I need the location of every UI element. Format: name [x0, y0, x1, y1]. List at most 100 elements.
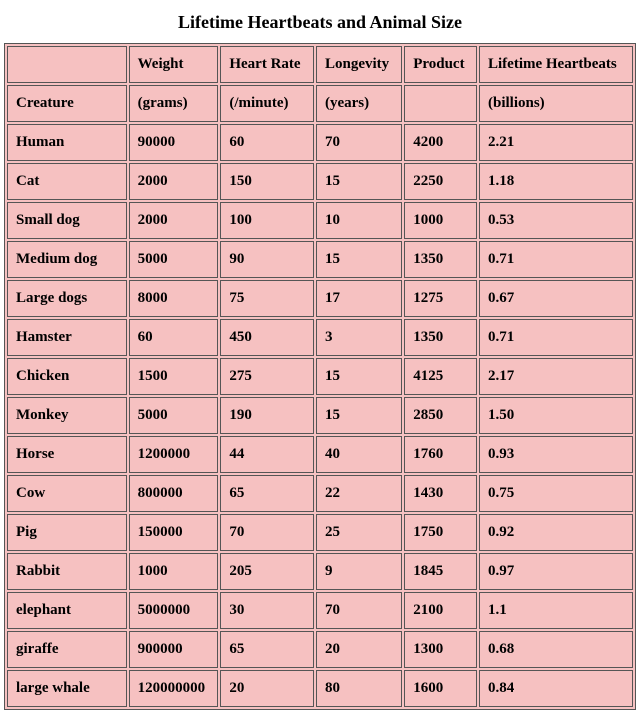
table-cell: 15	[316, 397, 402, 434]
table-row: Horse1200000444017600.93	[7, 436, 633, 473]
table-cell: 1000	[129, 553, 219, 590]
table-cell: 1350	[404, 319, 477, 356]
table-cell: 0.67	[479, 280, 633, 317]
table-cell: 800000	[129, 475, 219, 512]
table-cell: 1.1	[479, 592, 633, 629]
col-header-lifetime: Lifetime Heartbeats	[479, 46, 633, 83]
table-row: Cow800000652214300.75	[7, 475, 633, 512]
table-cell: elephant	[7, 592, 127, 629]
table-cell: 3	[316, 319, 402, 356]
table-cell: 17	[316, 280, 402, 317]
col-header-longevity: Longevity	[316, 46, 402, 83]
table-cell: 40	[316, 436, 402, 473]
table-cell: Hamster	[7, 319, 127, 356]
table-cell: 0.75	[479, 475, 633, 512]
table-cell: 120000000	[129, 670, 219, 707]
table-row: elephant5000000307021001.1	[7, 592, 633, 629]
table-cell: Human	[7, 124, 127, 161]
table-cell: 1.18	[479, 163, 633, 200]
table-row: Medium dog5000901513500.71	[7, 241, 633, 278]
col-header-empty	[7, 46, 127, 83]
table-cell: 2100	[404, 592, 477, 629]
table-cell: 1750	[404, 514, 477, 551]
table-cell: 1275	[404, 280, 477, 317]
table-cell: 205	[220, 553, 314, 590]
table-cell: 275	[220, 358, 314, 395]
table-row: Human90000607042002.21	[7, 124, 633, 161]
table-cell: 0.68	[479, 631, 633, 668]
table-row: Small dog20001001010000.53	[7, 202, 633, 239]
table-cell: 9	[316, 553, 402, 590]
table-cell: 1000	[404, 202, 477, 239]
table-cell: 90	[220, 241, 314, 278]
table-row: Pig150000702517500.92	[7, 514, 633, 551]
header-row-1: Weight Heart Rate Longevity Product Life…	[7, 46, 633, 83]
table-cell: Pig	[7, 514, 127, 551]
table-row: Cat20001501522501.18	[7, 163, 633, 200]
table-cell: 0.84	[479, 670, 633, 707]
col-sub-heartrate: (/minute)	[220, 85, 314, 122]
table-cell: 4125	[404, 358, 477, 395]
table-cell: 1500	[129, 358, 219, 395]
table-cell: 30	[220, 592, 314, 629]
table-cell: 90000	[129, 124, 219, 161]
table-cell: 10	[316, 202, 402, 239]
col-header-weight: Weight	[129, 46, 219, 83]
table-cell: 1.50	[479, 397, 633, 434]
table-title: Lifetime Heartbeats and Animal Size	[4, 4, 636, 43]
table-cell: 8000	[129, 280, 219, 317]
table-cell: 0.97	[479, 553, 633, 590]
table-cell: 2250	[404, 163, 477, 200]
table-cell: 1760	[404, 436, 477, 473]
table-cell: 190	[220, 397, 314, 434]
table-row: Large dogs8000751712750.67	[7, 280, 633, 317]
table-cell: 2000	[129, 163, 219, 200]
table-cell: 2.17	[479, 358, 633, 395]
table-cell: 1430	[404, 475, 477, 512]
col-sub-lifetime: (billions)	[479, 85, 633, 122]
table-cell: 75	[220, 280, 314, 317]
table-cell: 0.53	[479, 202, 633, 239]
table-cell: 1600	[404, 670, 477, 707]
table-cell: Horse	[7, 436, 127, 473]
col-sub-weight: (grams)	[129, 85, 219, 122]
table-cell: 1300	[404, 631, 477, 668]
table-cell: 1845	[404, 553, 477, 590]
table-cell: 5000	[129, 397, 219, 434]
table-cell: 60	[129, 319, 219, 356]
table-cell: 1350	[404, 241, 477, 278]
table-cell: giraffe	[7, 631, 127, 668]
table-container: Lifetime Heartbeats and Animal Size Weig…	[0, 0, 640, 714]
table-cell: Large dogs	[7, 280, 127, 317]
table-cell: 0.93	[479, 436, 633, 473]
table-cell: 80	[316, 670, 402, 707]
table-cell: 100	[220, 202, 314, 239]
table-row: Hamster60450313500.71	[7, 319, 633, 356]
table-cell: Monkey	[7, 397, 127, 434]
table-cell: 70	[316, 592, 402, 629]
table-cell: 450	[220, 319, 314, 356]
col-header-heartrate: Heart Rate	[220, 46, 314, 83]
table-cell: 1200000	[129, 436, 219, 473]
table-cell: 900000	[129, 631, 219, 668]
table-cell: 60	[220, 124, 314, 161]
table-body: Human90000607042002.21Cat20001501522501.…	[7, 124, 633, 707]
table-cell: 15	[316, 241, 402, 278]
table-cell: 70	[220, 514, 314, 551]
table-cell: Medium dog	[7, 241, 127, 278]
table-cell: 0.92	[479, 514, 633, 551]
table-cell: 15	[316, 358, 402, 395]
col-sub-creature: Creature	[7, 85, 127, 122]
table-cell: 15	[316, 163, 402, 200]
table-cell: 65	[220, 475, 314, 512]
table-cell: 4200	[404, 124, 477, 161]
table-cell: 22	[316, 475, 402, 512]
table-row: Monkey50001901528501.50	[7, 397, 633, 434]
table-row: large whale120000000208016000.84	[7, 670, 633, 707]
header-row-2: Creature (grams) (/minute) (years) (bill…	[7, 85, 633, 122]
table-cell: Small dog	[7, 202, 127, 239]
table-cell: 5000000	[129, 592, 219, 629]
col-sub-longevity: (years)	[316, 85, 402, 122]
table-cell: 150	[220, 163, 314, 200]
table-row: giraffe900000652013000.68	[7, 631, 633, 668]
